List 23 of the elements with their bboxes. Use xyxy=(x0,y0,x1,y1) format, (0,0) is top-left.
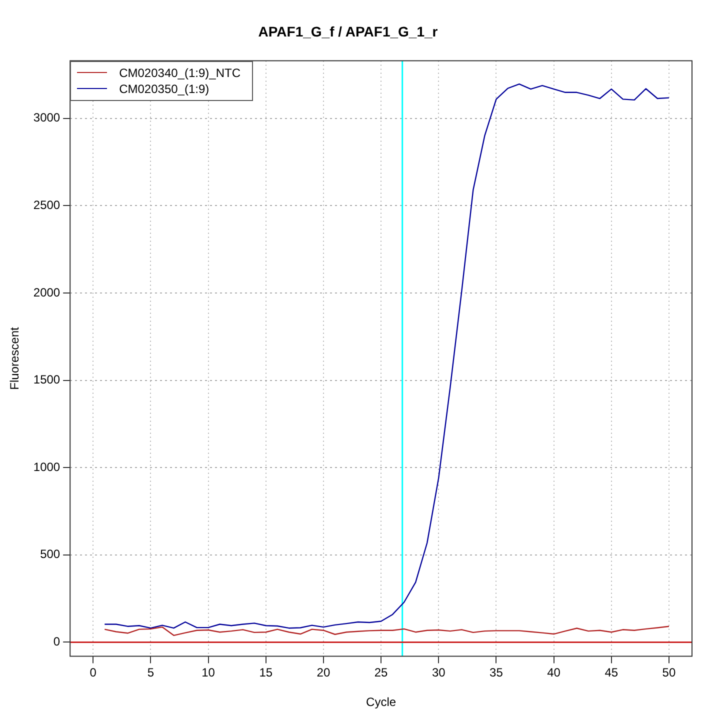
x-tick-label: 35 xyxy=(490,666,504,680)
x-axis-title: Cycle xyxy=(366,695,396,710)
x-tick-label: 50 xyxy=(662,666,676,680)
y-axis-title: Fluorescent xyxy=(8,326,22,390)
y-tick-label: 2500 xyxy=(33,198,60,212)
y-tick-label: 500 xyxy=(40,547,60,562)
x-tick-label: 25 xyxy=(374,666,388,680)
legend-label: CM020350_(1:9) xyxy=(119,82,210,96)
x-tick-label: 15 xyxy=(259,666,273,680)
chart-title: APAF1_G_f / APAF1_G_1_r xyxy=(258,23,438,40)
legend-label: CM020340_(1:9)_NTC xyxy=(119,66,240,80)
x-tick-label: 10 xyxy=(202,666,216,680)
y-tick-label: 1000 xyxy=(33,460,60,474)
x-tick-label: 20 xyxy=(316,666,330,680)
y-tick-label: 0 xyxy=(53,634,60,649)
x-tick-label: 30 xyxy=(432,666,446,680)
x-tick-label: 45 xyxy=(604,666,618,680)
x-tick-label: 40 xyxy=(547,666,561,680)
y-tick-label: 3000 xyxy=(33,110,60,125)
y-tick-label: 1500 xyxy=(33,372,60,387)
x-tick-label: 5 xyxy=(147,666,154,680)
x-tick-label: 0 xyxy=(90,666,97,680)
y-tick-label: 2000 xyxy=(33,285,60,300)
